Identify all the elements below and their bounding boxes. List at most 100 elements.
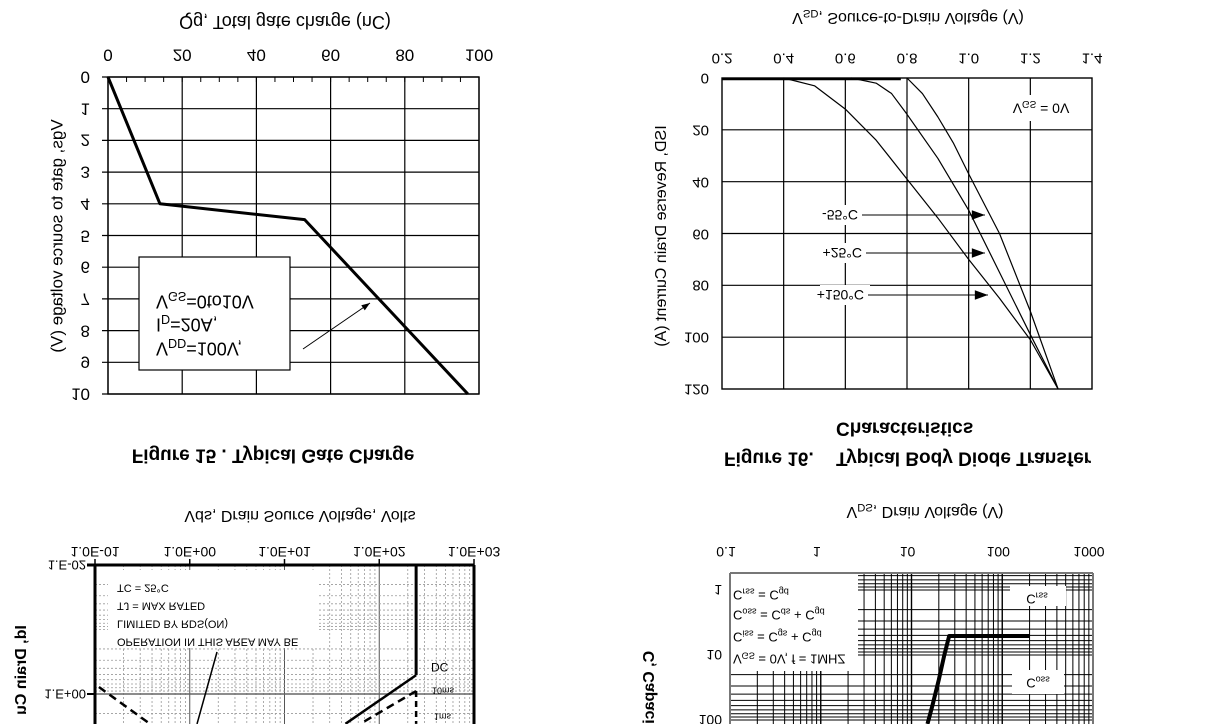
text-part: = 0V, f = 1MHZ	[754, 651, 846, 667]
text-part: C	[1026, 675, 1036, 691]
subscript: oss	[742, 606, 757, 617]
arrowhead-icon	[361, 303, 370, 311]
text-part: =0to10V	[186, 291, 254, 312]
subscript: GS	[1022, 98, 1037, 110]
x-tick-label: 1.2	[1019, 49, 1041, 67]
legend-mask	[731, 574, 858, 671]
text-part: =100V,	[186, 338, 243, 359]
subscript: GS	[168, 289, 187, 304]
x-axis-title: VDS, Drain Voltage (V)	[846, 501, 1004, 520]
y-axis-title: C, Capacit	[641, 650, 658, 724]
label-mask	[820, 285, 870, 305]
crss-label: Crss	[1026, 590, 1048, 607]
temperature-label: -55°C	[822, 207, 858, 223]
legend-line: VDD=100V,	[156, 336, 243, 359]
annotation-text: TJ = MAX RATED	[117, 599, 206, 612]
text-part: C	[733, 587, 743, 603]
figure-caption-cont: Characteristics	[836, 417, 974, 439]
text-part: C	[1026, 591, 1036, 607]
y-tick-label: 8	[80, 321, 90, 341]
label-mask	[1010, 95, 1080, 121]
arrowhead-icon	[974, 290, 988, 300]
x-axis-title: VSD, Source-to-Drain Voltage (V)	[792, 7, 1024, 26]
text-part: V	[1012, 100, 1023, 117]
x-axis-title: Vds, Drain Source Voltage, Volts	[184, 507, 416, 524]
temperature-label: +25°C	[822, 245, 862, 261]
x-tick-label: 1.0E+00	[163, 544, 217, 560]
subscript: gd	[811, 628, 822, 639]
text-part: + C	[790, 607, 815, 623]
y-tick-label: 10	[706, 647, 722, 663]
text-part: V	[156, 338, 169, 359]
y-tick-label: 0	[700, 69, 709, 87]
x-tick-label: 0.2	[711, 49, 733, 67]
y-axis-title: Vgs, gate to source voltage (V)	[47, 119, 67, 353]
annotation-text: OPERATION IN THIS AREA MAY BE	[117, 635, 299, 648]
figure-caption: Figure 15 . Typical Gate Charge	[131, 444, 415, 466]
y-tick-label: 1	[80, 99, 90, 119]
legend-line: ID=20A,	[156, 312, 218, 334]
subscript: SD	[802, 7, 819, 20]
text-part: V	[792, 9, 803, 26]
annotation-text: TC = 25°C	[117, 581, 169, 594]
y-tick-label: 80	[692, 276, 709, 294]
subscript: oss	[1035, 674, 1050, 685]
subscript: DS	[857, 501, 873, 514]
y-tick-label: 60	[692, 225, 709, 242]
figure-caption: Typical Body Diode Transfer	[836, 447, 1092, 469]
temperature-label: +150°C	[816, 287, 864, 303]
vgs-curve	[106, 76, 469, 396]
y-tick-label: 6	[80, 257, 90, 277]
label-mask	[480, 655, 522, 715]
y-axis-title: ISD, Reverse Drain Current (A)	[653, 125, 670, 347]
subscript: iss	[742, 628, 754, 639]
diode-curve-2	[783, 77, 1059, 390]
text-part: + C	[787, 629, 812, 645]
subscript: gs	[777, 628, 788, 639]
y-tick-label: 4	[80, 194, 90, 214]
soa-line-1	[359, 689, 417, 724]
diode-curve-0	[906, 77, 1059, 390]
x-tick-label: 0.4	[773, 49, 795, 67]
y-tick-label: 7	[80, 289, 90, 309]
x-tick-label: 0	[103, 45, 113, 65]
x-tick-label: 80	[395, 45, 415, 65]
ciss-curve	[925, 633, 1030, 724]
x-axis-title: Qg, Total gate charge (nC)	[179, 12, 391, 32]
legend-line: Crss = Cgd	[733, 586, 789, 603]
text-part: = C	[753, 629, 778, 645]
y-tick-label: 10	[71, 384, 90, 404]
legend-pointer	[302, 302, 371, 350]
x-tick-label: 100	[464, 45, 494, 65]
text-part: C	[733, 629, 743, 645]
y-axis-title: Id, Drain Cu	[13, 625, 30, 715]
x-tick-label: 10	[899, 544, 916, 560]
subscript: rss	[1035, 590, 1048, 601]
text-part: V	[846, 503, 858, 520]
y-tick-label: 100	[698, 712, 722, 724]
x-tick-label: 1.0E+01	[258, 544, 311, 560]
annotation-pointer	[196, 651, 218, 724]
y-tick-label: 0	[80, 67, 90, 87]
x-tick-label: 0.6	[834, 49, 856, 67]
x-tick-label: 1	[812, 544, 821, 560]
legend-line: Coss = Cds + Cgd	[733, 606, 825, 623]
plot-frame	[107, 76, 480, 395]
annotation-text: LIMITED BY RDS(ON)	[117, 617, 229, 630]
subscript: D	[161, 312, 171, 327]
text-part: V	[156, 291, 169, 312]
x-tick-label: 60	[321, 45, 341, 65]
text-part: C	[733, 607, 743, 623]
10ms-label: 10ms	[432, 685, 455, 696]
text-part: , Drain Voltage (V)	[872, 503, 1004, 520]
label-mask	[808, 205, 868, 225]
y-tick-label: 1	[714, 582, 722, 598]
x-tick-label: 40	[246, 45, 266, 65]
y-tick-label: 9	[80, 352, 90, 372]
x-tick-label: 0.8	[896, 49, 918, 67]
diode-curve-1	[851, 77, 1059, 390]
x-tick-label: 1000	[1073, 544, 1105, 560]
subscript: DD	[168, 336, 187, 351]
legend-line: Ciss = Cgs + Cgd	[733, 628, 822, 645]
